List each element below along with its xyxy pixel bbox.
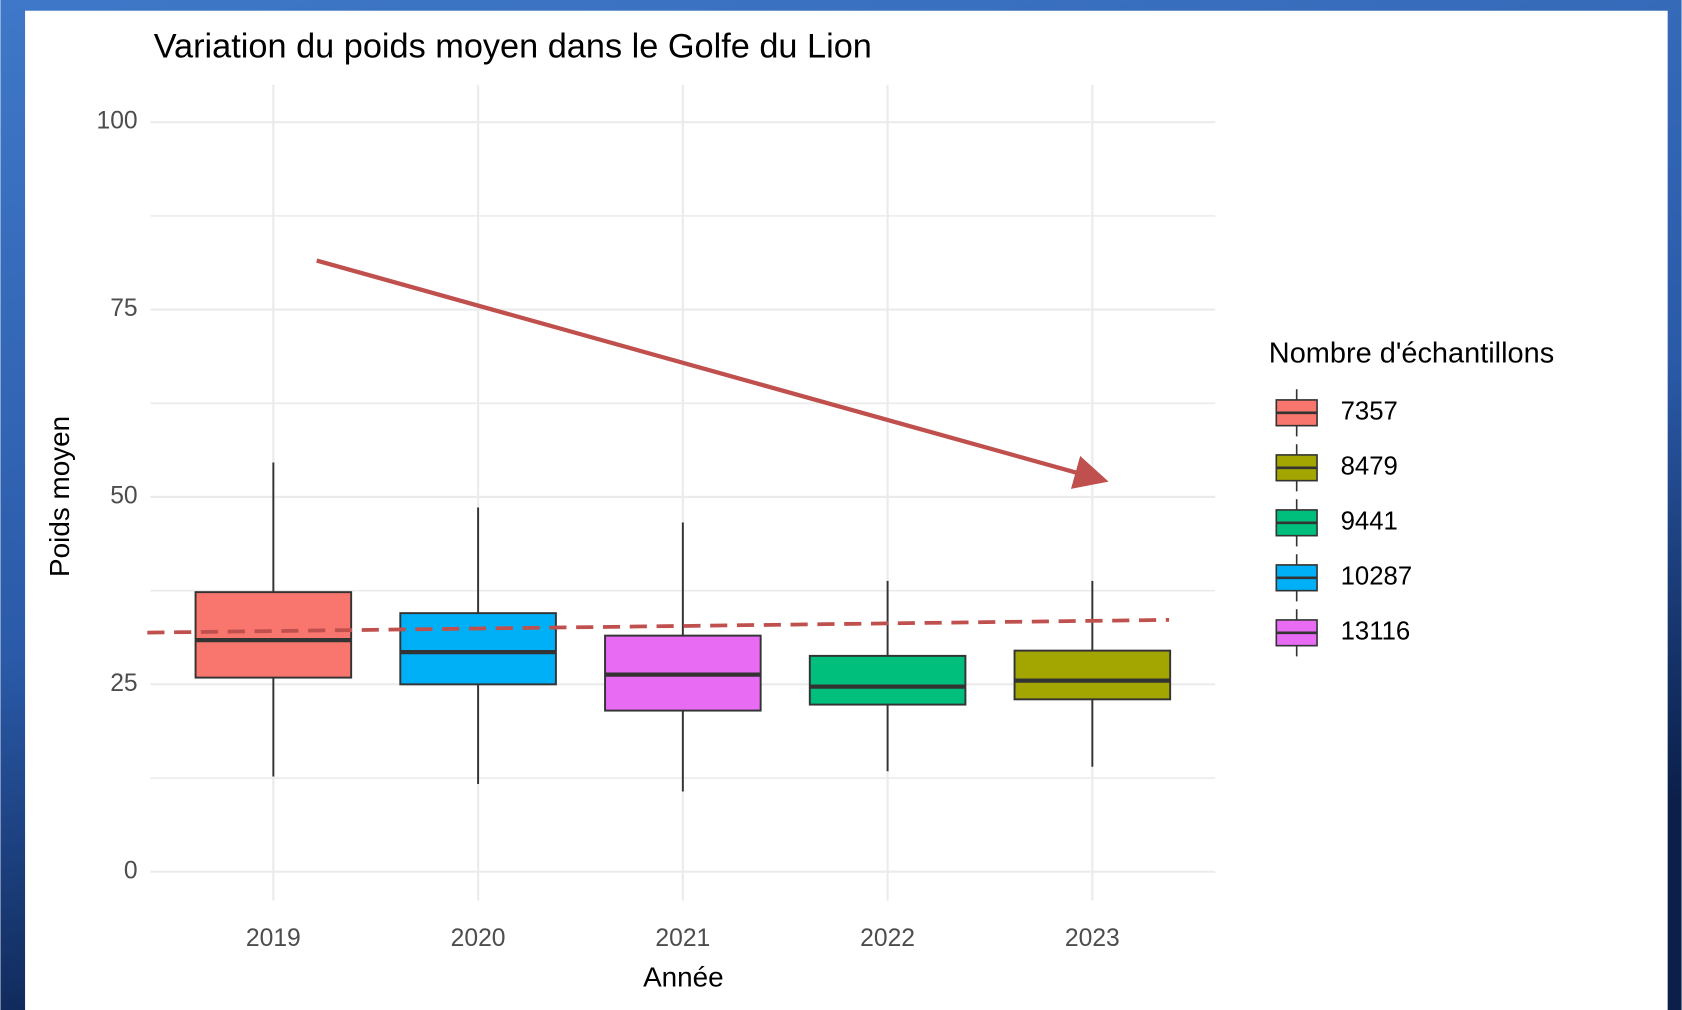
x-tick-label: 2019 <box>246 925 301 952</box>
box <box>1013 649 1172 701</box>
chart-title: Variation du poids moyen dans le Golfe d… <box>154 27 872 65</box>
x-tick-label: 2020 <box>451 925 506 952</box>
box <box>399 612 557 686</box>
legend-label: 8479 <box>1341 453 1398 481</box>
trend-arrow <box>316 258 1109 489</box>
x-tick-label: 2022 <box>860 925 915 952</box>
y-tick-label: 75 <box>110 295 137 322</box>
legend-label: 13116 <box>1341 618 1411 646</box>
legend-label: 9441 <box>1341 508 1398 536</box>
legend-label: 7357 <box>1341 398 1398 426</box>
y-tick-label: 0 <box>124 857 138 884</box>
y-axis-label: Poids moyen <box>44 416 75 577</box>
y-tick-label: 50 <box>110 482 137 509</box>
box <box>808 654 967 706</box>
y-tick-label: 25 <box>110 670 137 697</box>
x-tick-label: 2023 <box>1065 925 1120 952</box>
marks <box>147 462 1172 792</box>
legend-title: Nombre d'échantillons <box>1269 338 1554 370</box>
chart-panel <box>25 10 1668 1010</box>
x-axis-label: Année <box>643 961 724 992</box>
legend-label: 10287 <box>1341 563 1413 591</box>
box <box>194 591 353 679</box>
legend: 7357 8479 9441 10287 13116 <box>1275 389 1413 657</box>
reference-line <box>147 618 1170 635</box>
x-tick-label: 2021 <box>655 925 710 952</box>
y-tick-label: 100 <box>97 108 138 135</box>
